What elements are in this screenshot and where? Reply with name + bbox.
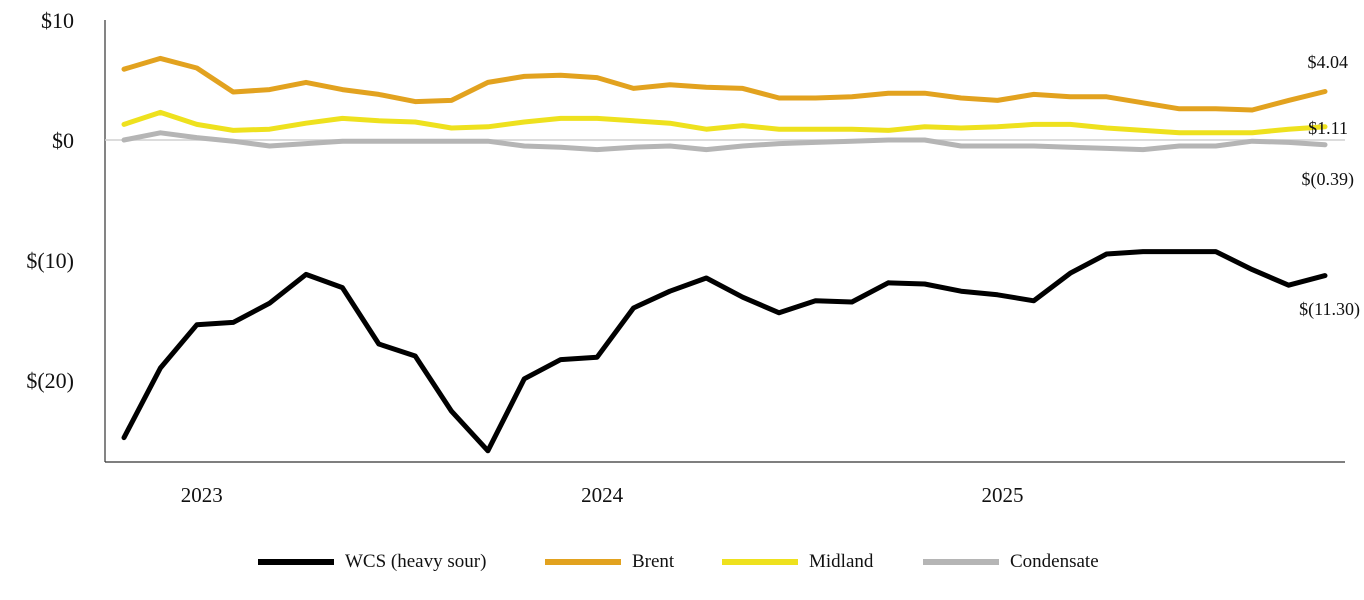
end-value-label: $(11.30) [1299,299,1360,320]
x-tick-label: 2023 [181,483,223,507]
chart-legend: WCS (heavy sour) Brent Midland Condensate [258,551,1099,572]
legend-label: Midland [809,551,874,572]
series-lines [121,55,1328,454]
end-value-label: $1.11 [1308,118,1348,138]
end-value-labels: $(11.30) $4.04 $1.11 $(0.39) [1299,52,1360,320]
x-tick-labels: 2023 2024 2025 [181,483,1024,507]
y-tick-label: $10 [41,8,74,33]
end-value-label: $(0.39) [1302,169,1355,190]
legend-label: WCS (heavy sour) [345,551,486,572]
series-line-brent [121,55,1328,113]
series-line-wcs-heavy-sour [121,249,1328,454]
end-value-label: $4.04 [1308,52,1349,72]
x-tick-label: 2024 [581,483,624,507]
legend-item: WCS (heavy sour) [258,551,486,572]
series-line-midland [121,109,1328,136]
legend-item: Condensate [923,551,1099,572]
y-tick-label: $0 [52,128,74,153]
legend-item: Brent [545,551,675,572]
x-tick-label: 2025 [981,483,1023,507]
y-tick-label: $(20) [26,368,74,393]
chart-axes [104,20,1345,463]
legend-label: Condensate [1010,551,1099,572]
legend-item: Midland [722,551,874,572]
legend-label: Brent [632,551,675,572]
y-tick-label: $(10) [26,248,74,273]
series-line-condensate [121,130,1328,153]
y-tick-labels: $10 $0 $(10) $(20) [26,8,74,393]
